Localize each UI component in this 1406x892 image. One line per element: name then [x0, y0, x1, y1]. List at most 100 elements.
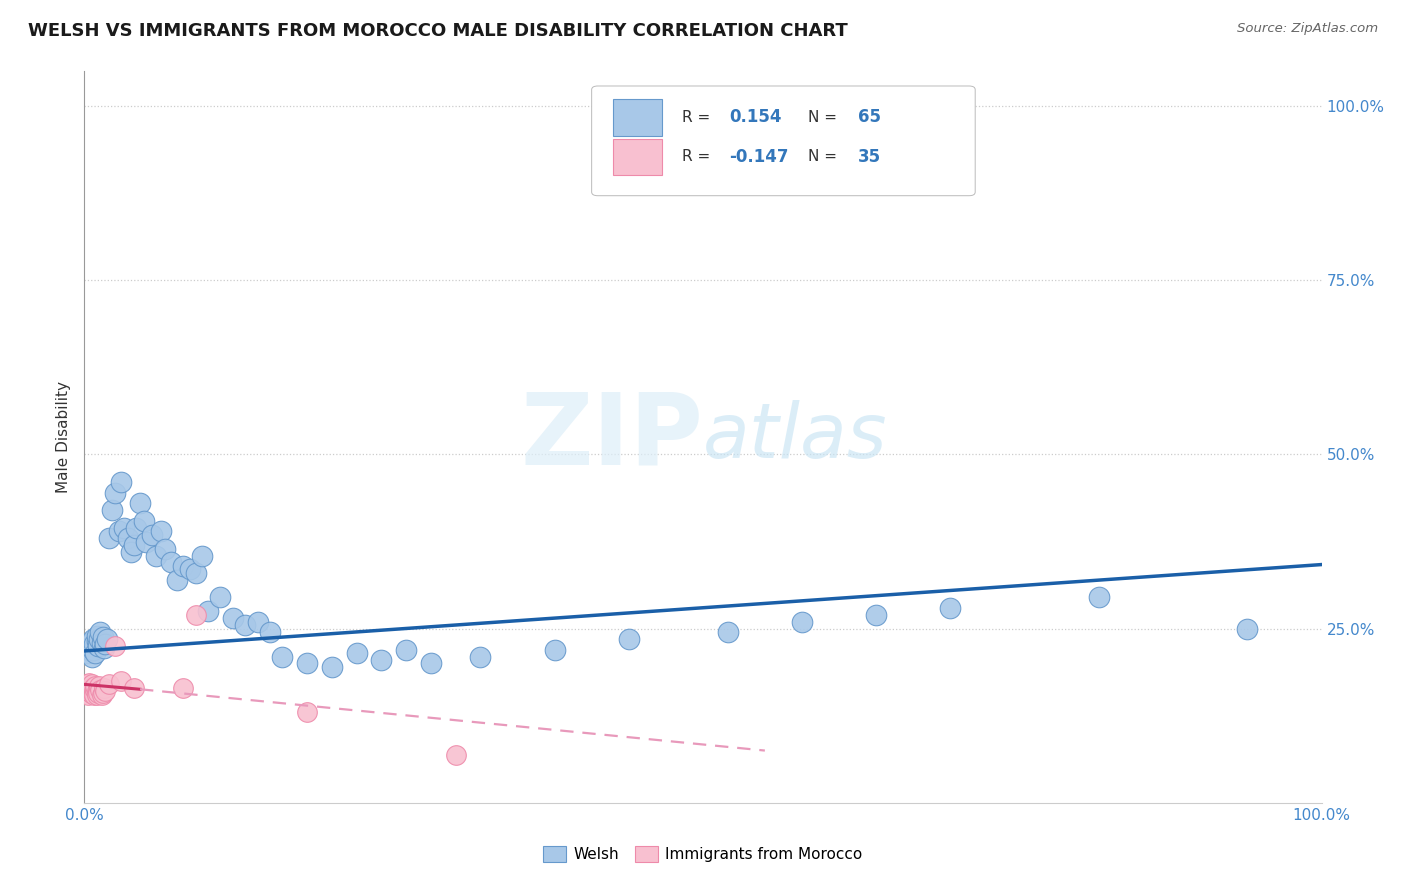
Text: 35: 35: [858, 148, 880, 166]
Point: [191, 549, 214, 563]
Point: [543, 642, 565, 657]
Point: [100, 503, 122, 517]
Point: [197, 604, 219, 618]
Text: 65: 65: [858, 109, 880, 127]
Point: [87, 686, 110, 700]
Text: atlas: atlas: [703, 401, 887, 474]
Point: [76, 642, 98, 657]
Point: [1088, 591, 1111, 605]
Point: [80, 649, 103, 664]
Point: [419, 657, 441, 671]
Point: [87, 639, 110, 653]
Point: [94, 637, 117, 651]
Point: [1236, 622, 1258, 636]
Legend: Welsh, Immigrants from Morocco: Welsh, Immigrants from Morocco: [537, 840, 869, 868]
Point: [145, 549, 167, 563]
Point: [82, 686, 104, 700]
Point: [79, 635, 101, 649]
Point: [104, 639, 127, 653]
Point: [79, 676, 101, 690]
FancyBboxPatch shape: [592, 86, 976, 195]
Y-axis label: Male Disability: Male Disability: [56, 381, 72, 493]
FancyBboxPatch shape: [613, 138, 662, 175]
Point: [259, 625, 281, 640]
Point: [89, 625, 111, 640]
Point: [865, 607, 887, 622]
Point: [75, 686, 97, 700]
Point: [80, 682, 103, 697]
Point: [122, 681, 145, 695]
Point: [122, 538, 145, 552]
Point: [108, 524, 131, 538]
Point: [79, 686, 101, 700]
Point: [93, 641, 115, 656]
Text: R =: R =: [682, 110, 716, 125]
Point: [166, 573, 188, 587]
Point: [444, 748, 467, 763]
Point: [98, 677, 121, 691]
Point: [77, 646, 100, 660]
Point: [82, 632, 104, 646]
Point: [76, 682, 98, 697]
Point: [84, 682, 107, 697]
Point: [86, 629, 108, 643]
Point: [295, 705, 318, 719]
Point: [117, 531, 139, 545]
Text: N =: N =: [808, 150, 842, 164]
Point: [83, 684, 105, 698]
Text: Source: ZipAtlas.com: Source: ZipAtlas.com: [1237, 22, 1378, 36]
Point: [79, 681, 101, 695]
Point: [76, 677, 98, 691]
Point: [141, 527, 163, 541]
Point: [104, 485, 127, 500]
Point: [80, 677, 103, 691]
Point: [90, 635, 112, 649]
Point: [271, 649, 294, 664]
Point: [83, 637, 105, 651]
Point: [86, 634, 108, 648]
Point: [295, 657, 318, 671]
Point: [395, 642, 418, 657]
Text: -0.147: -0.147: [728, 148, 789, 166]
Point: [153, 541, 176, 556]
Point: [93, 681, 115, 695]
Point: [617, 632, 640, 646]
Point: [87, 682, 110, 697]
Point: [83, 688, 105, 702]
Point: [135, 534, 157, 549]
Point: [222, 611, 245, 625]
Point: [86, 684, 108, 698]
Point: [184, 566, 207, 580]
Point: [184, 607, 207, 622]
Point: [98, 531, 121, 545]
Point: [717, 625, 740, 640]
Point: [150, 524, 173, 538]
Point: [112, 521, 135, 535]
Point: [84, 646, 107, 660]
Point: [89, 632, 111, 646]
FancyBboxPatch shape: [613, 99, 662, 136]
Text: 0.154: 0.154: [728, 109, 782, 127]
Point: [120, 545, 142, 559]
Point: [246, 615, 269, 629]
Point: [939, 600, 962, 615]
Point: [84, 679, 107, 693]
Point: [129, 496, 152, 510]
Point: [132, 514, 155, 528]
Point: [89, 679, 111, 693]
Point: [77, 688, 100, 702]
Point: [79, 644, 101, 658]
Point: [79, 639, 101, 653]
Point: [172, 558, 194, 573]
Point: [79, 684, 101, 698]
Point: [790, 615, 813, 629]
Point: [89, 682, 111, 697]
Point: [172, 681, 194, 695]
Text: N =: N =: [808, 110, 842, 125]
Point: [82, 642, 104, 657]
Point: [209, 591, 232, 605]
Point: [370, 653, 392, 667]
Point: [346, 646, 368, 660]
Point: [91, 686, 114, 700]
Point: [125, 521, 148, 535]
